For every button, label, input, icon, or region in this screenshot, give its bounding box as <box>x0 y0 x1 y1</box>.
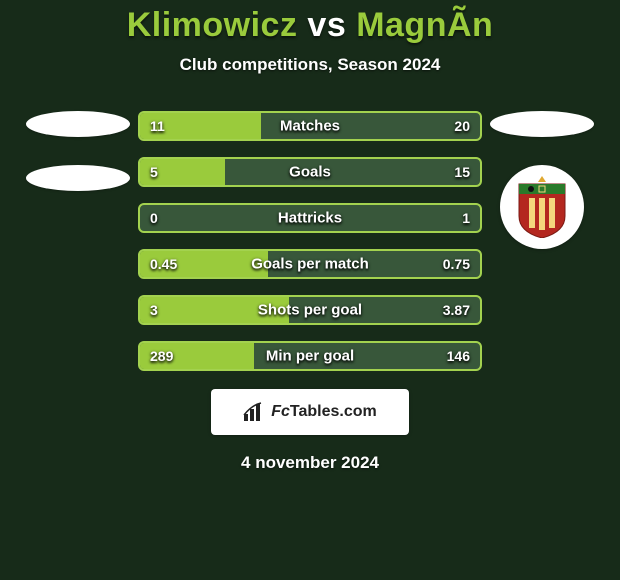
stat-value-right: 1 <box>462 210 470 226</box>
stat-value-right: 20 <box>454 118 470 134</box>
fctables-logo: FcTables.com <box>211 389 409 435</box>
subtitle: Club competitions, Season 2024 <box>180 55 441 75</box>
stat-bars: 11 Matches 20 5 Goals 15 0 Hattricks 1 0.45 Goals … <box>138 111 482 371</box>
title-player2: MagnÃ­n <box>356 6 493 44</box>
stat-value-left: 0 <box>150 210 158 226</box>
stat-value-left: 5 <box>150 164 158 180</box>
stat-value-right: 0.75 <box>443 256 470 272</box>
stat-bar: 5 Goals 15 <box>138 157 482 187</box>
right-side-column <box>482 111 602 371</box>
stat-label: Goals per match <box>251 256 369 273</box>
stat-value-left: 11 <box>150 118 165 134</box>
stat-bar: 0.45 Goals per match 0.75 <box>138 249 482 279</box>
stat-bar: 11 Matches 20 <box>138 111 482 141</box>
stat-value-left: 3 <box>150 302 158 318</box>
stat-value-right: 146 <box>447 348 470 364</box>
stat-value-left: 0.45 <box>150 256 177 272</box>
stat-label: Hattricks <box>278 210 342 227</box>
title-vs: vs <box>307 6 346 44</box>
logo-text-fc: Fc <box>271 403 290 420</box>
stat-bar: 0 Hattricks 1 <box>138 203 482 233</box>
compare-area: 11 Matches 20 5 Goals 15 0 Hattricks 1 0.45 Goals … <box>0 111 620 371</box>
stat-value-left: 289 <box>150 348 173 364</box>
right-player-ellipse <box>490 111 594 137</box>
stat-value-right: 3.87 <box>443 302 470 318</box>
left-side-column <box>18 111 138 371</box>
logo-bars-icon <box>243 402 265 422</box>
logo-text-tables: Tables.com <box>290 403 377 420</box>
club-crest-icon <box>515 176 569 238</box>
logo-text: FcTables.com <box>271 403 377 421</box>
left-player-ellipse-2 <box>26 165 130 191</box>
stat-bar: 289 Min per goal 146 <box>138 341 482 371</box>
stat-label: Goals <box>289 164 331 181</box>
stat-label: Min per goal <box>266 348 354 365</box>
stat-value-right: 15 <box>454 164 470 180</box>
page-title: Klimowicz vs MagnÃ­n <box>127 6 494 45</box>
club-crest-circle <box>500 165 584 249</box>
title-player1: Klimowicz <box>127 6 298 44</box>
stat-bar: 3 Shots per goal 3.87 <box>138 295 482 325</box>
left-player-ellipse-1 <box>26 111 130 137</box>
content-wrapper: Klimowicz vs MagnÃ­n Club competitions, … <box>0 0 620 580</box>
stat-label: Matches <box>280 118 340 135</box>
date-text: 4 november 2024 <box>241 453 379 473</box>
stat-label: Shots per goal <box>258 302 362 319</box>
